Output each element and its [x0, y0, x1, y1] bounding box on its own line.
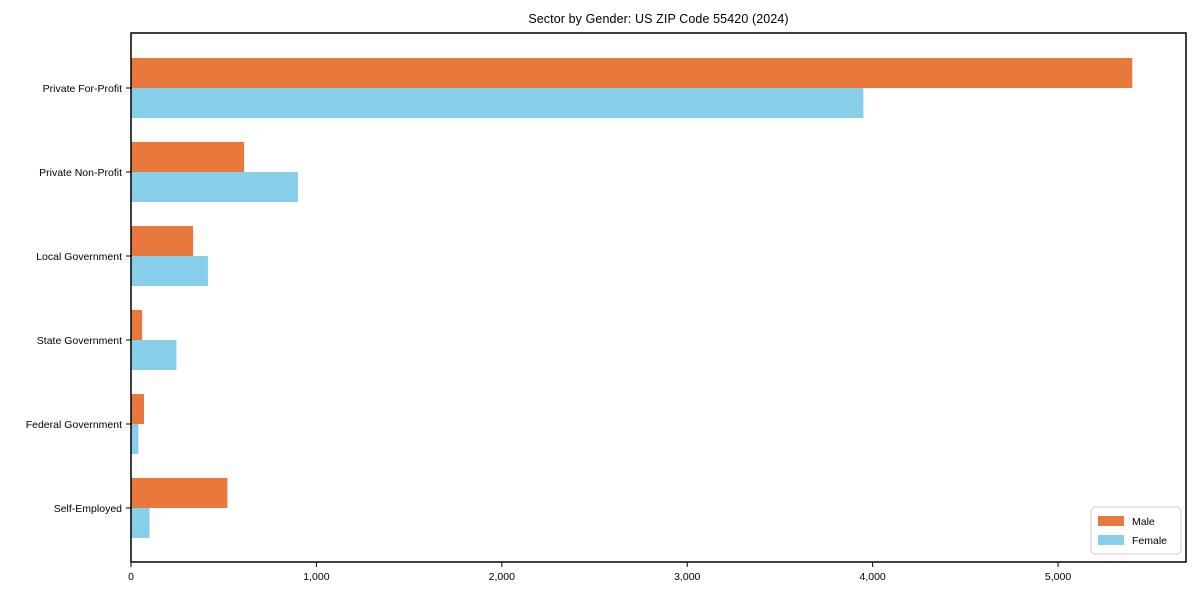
bar-female-private-non-profit	[131, 172, 298, 202]
plot-border	[130, 32, 1187, 563]
bar-male-local-government	[131, 226, 194, 256]
y-tick-label: Federal Government	[26, 419, 122, 431]
chart-title: Sector by Gender: US ZIP Code 55420 (202…	[528, 12, 789, 26]
bar-female-state-government	[131, 340, 177, 370]
bar-male-state-government	[131, 310, 143, 340]
bar-male-self-employed	[131, 478, 228, 508]
x-tick-label: 2,000	[489, 571, 515, 583]
bar-male-private-for-profit	[131, 58, 1133, 88]
bar-female-local-government	[131, 256, 208, 286]
y-tick-label: State Government	[37, 335, 122, 347]
legend-swatch-female	[1098, 535, 1124, 545]
x-tick-label: 3,000	[674, 571, 700, 583]
x-tick-label: 4,000	[860, 571, 886, 583]
legend-label-female: Female	[1132, 535, 1167, 547]
bar-male-private-non-profit	[131, 142, 245, 172]
bar-female-self-employed	[131, 508, 150, 538]
legend-label-male: Male	[1132, 516, 1155, 528]
y-tick-label: Private For-Profit	[43, 83, 122, 95]
bar-female-private-for-profit	[131, 88, 864, 118]
x-tick-label: 5,000	[1045, 571, 1071, 583]
bar-male-federal-government	[131, 394, 144, 424]
y-tick-label: Local Government	[36, 251, 122, 263]
legend-swatch-male	[1098, 516, 1124, 526]
y-tick-label: Self-Employed	[54, 503, 122, 515]
x-tick-label: 0	[128, 571, 134, 583]
x-tick-label: 1,000	[303, 571, 329, 583]
y-tick-label: Private Non-Profit	[39, 167, 122, 179]
bar-female-federal-government	[131, 424, 139, 454]
